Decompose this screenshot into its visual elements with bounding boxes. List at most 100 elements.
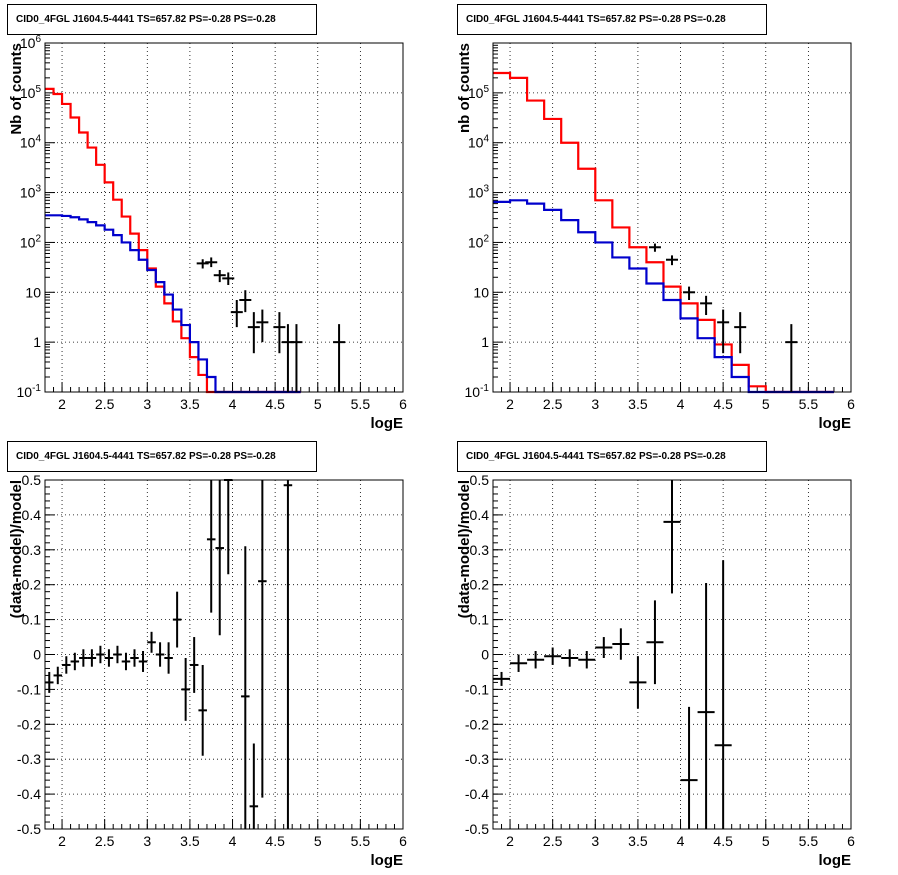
x-tick-label: 2.5 — [95, 396, 115, 412]
x-tick-label: 3 — [143, 396, 151, 412]
x-tick-label: 5 — [314, 396, 322, 412]
y-tick-label: -0.5 — [17, 821, 41, 837]
x-tick-label: 5 — [762, 833, 770, 849]
y-tick-label: -0.1 — [17, 681, 41, 697]
x-tick-label: 6 — [399, 833, 407, 849]
x-tick-label: 2 — [506, 396, 514, 412]
x-tick-label: 3 — [143, 833, 151, 849]
x-tick-label: 2 — [58, 833, 66, 849]
y-tick-label: 103 — [20, 184, 42, 201]
panel-title-top-left: CID0_4FGL J1604.5-4441 TS=657.82 PS=-0.2… — [7, 4, 317, 35]
x-tick-label: 3.5 — [628, 833, 648, 849]
panel-title-bottom-right: CID0_4FGL J1604.5-4441 TS=657.82 PS=-0.2… — [457, 441, 767, 472]
y-tick-label-exponent: 5 — [35, 84, 41, 95]
x-tick-label: 4.5 — [265, 833, 285, 849]
x-tick-label: 3.5 — [628, 396, 648, 412]
y-tick-label: 105 — [468, 84, 490, 101]
x-tick-label: 4 — [229, 833, 237, 849]
x-tick-label: 6 — [399, 396, 407, 412]
x-tick-label: 3.5 — [180, 833, 200, 849]
y-tick-label: 0.5 — [22, 472, 42, 488]
y-tick-label: -0.1 — [465, 681, 489, 697]
x-axis-title: logE — [371, 852, 404, 869]
y-tick-label-exponent: -1 — [480, 383, 489, 394]
y-tick-label: -0.4 — [465, 786, 489, 802]
x-tick-label: 4.5 — [265, 396, 285, 412]
plot-frame — [492, 42, 852, 393]
y-tick-label: 102 — [468, 233, 490, 250]
y-tick-label-base: 10 — [468, 135, 484, 151]
x-tick-label: 5.5 — [351, 396, 371, 412]
x-axis-title: logE — [819, 415, 852, 432]
x-tick-label: 2 — [506, 833, 514, 849]
x-tick-label: 4 — [677, 833, 685, 849]
x-tick-label: 4 — [229, 396, 237, 412]
y-tick-label-exponent: 4 — [35, 134, 41, 145]
chart-panel-1: 2 2.5 3 3.5 4 4.5 5 5.5 610-1110102103104105logE… — [456, 42, 855, 432]
y-tick-label-exponent: -1 — [32, 383, 41, 394]
y-tick-label: 0 — [33, 647, 41, 663]
x-tick-label: 3.5 — [180, 396, 200, 412]
plot-area — [45, 43, 403, 392]
y-tick-label: 0 — [481, 647, 489, 663]
panel-title-top-right: CID0_4FGL J1604.5-4441 TS=657.82 PS=-0.2… — [457, 4, 767, 35]
y-tick-label: 102 — [20, 233, 42, 250]
x-tick-label: 2.5 — [95, 833, 115, 849]
y-tick-label-base: 10 — [20, 185, 36, 201]
y-tick-label-base: 10 — [465, 384, 481, 400]
chart-panel-3: 2 2.5 3 3.5 4 4.5 5 5.5 6 -0.5 -0.4 -0.3 -0.2 -0.1 0 0.… — [456, 472, 855, 869]
y-tick-label-exponent: 2 — [483, 233, 489, 244]
chart-panel-0: 2 2.5 3 3.5 4 4.5 5 5.5 610-1110102103104105106l… — [8, 34, 407, 432]
y-tick-label: 0.4 — [22, 507, 42, 523]
y-tick-label-exponent: 2 — [35, 233, 41, 244]
y-tick-label-exponent: 5 — [483, 84, 489, 95]
x-axis-title: logE — [819, 852, 852, 869]
x-tick-label: 6 — [847, 833, 855, 849]
y-tick-label: -0.5 — [465, 821, 489, 837]
y-tick-label-base: 10 — [468, 234, 484, 250]
y-tick-label: 10-1 — [465, 383, 490, 400]
y-tick-label: 106 — [20, 34, 42, 51]
y-axis-title: (data-model)/model — [456, 480, 473, 618]
y-tick-label-base: 10 — [17, 384, 33, 400]
y-tick-label: 1 — [481, 334, 489, 350]
x-tick-label: 3 — [591, 833, 599, 849]
y-tick-label: 0.2 — [470, 577, 490, 593]
x-tick-label: 2.5 — [543, 833, 563, 849]
y-tick-label-exponent: 6 — [35, 34, 41, 45]
y-tick-label: 0.5 — [470, 472, 490, 488]
x-tick-label: 2.5 — [543, 396, 563, 412]
series-line-1 — [493, 199, 834, 394]
y-axis-title: Nb of counts — [8, 43, 25, 135]
x-tick-label: 6 — [847, 396, 855, 412]
y-tick-label-base: 10 — [20, 85, 36, 101]
y-tick-label-base: 10 — [468, 185, 484, 201]
x-tick-label: 4 — [677, 396, 685, 412]
x-tick-label: 5.5 — [351, 833, 371, 849]
plot-frame — [44, 479, 404, 830]
y-tick-label: 10 — [25, 284, 41, 300]
y-tick-label: -0.4 — [17, 786, 41, 802]
x-tick-label: 5 — [762, 396, 770, 412]
y-tick-label: 0.1 — [470, 612, 490, 628]
plot-area — [493, 43, 851, 392]
y-tick-label-exponent: 4 — [483, 134, 489, 145]
x-tick-label: 5 — [314, 833, 322, 849]
y-tick-label-exponent: 3 — [35, 184, 41, 195]
panel-title-bottom-left: CID0_4FGL J1604.5-4441 TS=657.82 PS=-0.2… — [7, 441, 317, 472]
chart-panel-2: 2 2.5 3 3.5 4 4.5 5 5.5 6 -0.5 -0.4 -0.3 -0.2 -0.1 0 0.… — [8, 472, 407, 869]
y-tick-label: 0.2 — [22, 577, 42, 593]
y-tick-label: 0.4 — [470, 507, 490, 523]
plot-frame — [44, 42, 404, 393]
y-tick-label: 10 — [473, 284, 489, 300]
x-tick-label: 5.5 — [799, 833, 819, 849]
y-tick-label: 0.3 — [22, 542, 42, 558]
y-tick-label: 10-1 — [17, 383, 42, 400]
plot-frame — [492, 479, 852, 830]
y-tick-label: 104 — [20, 134, 42, 151]
x-tick-label: 3 — [591, 396, 599, 412]
y-tick-label: -0.2 — [17, 716, 41, 732]
y-tick-label: 1 — [33, 334, 41, 350]
y-tick-label: -0.3 — [465, 751, 489, 767]
